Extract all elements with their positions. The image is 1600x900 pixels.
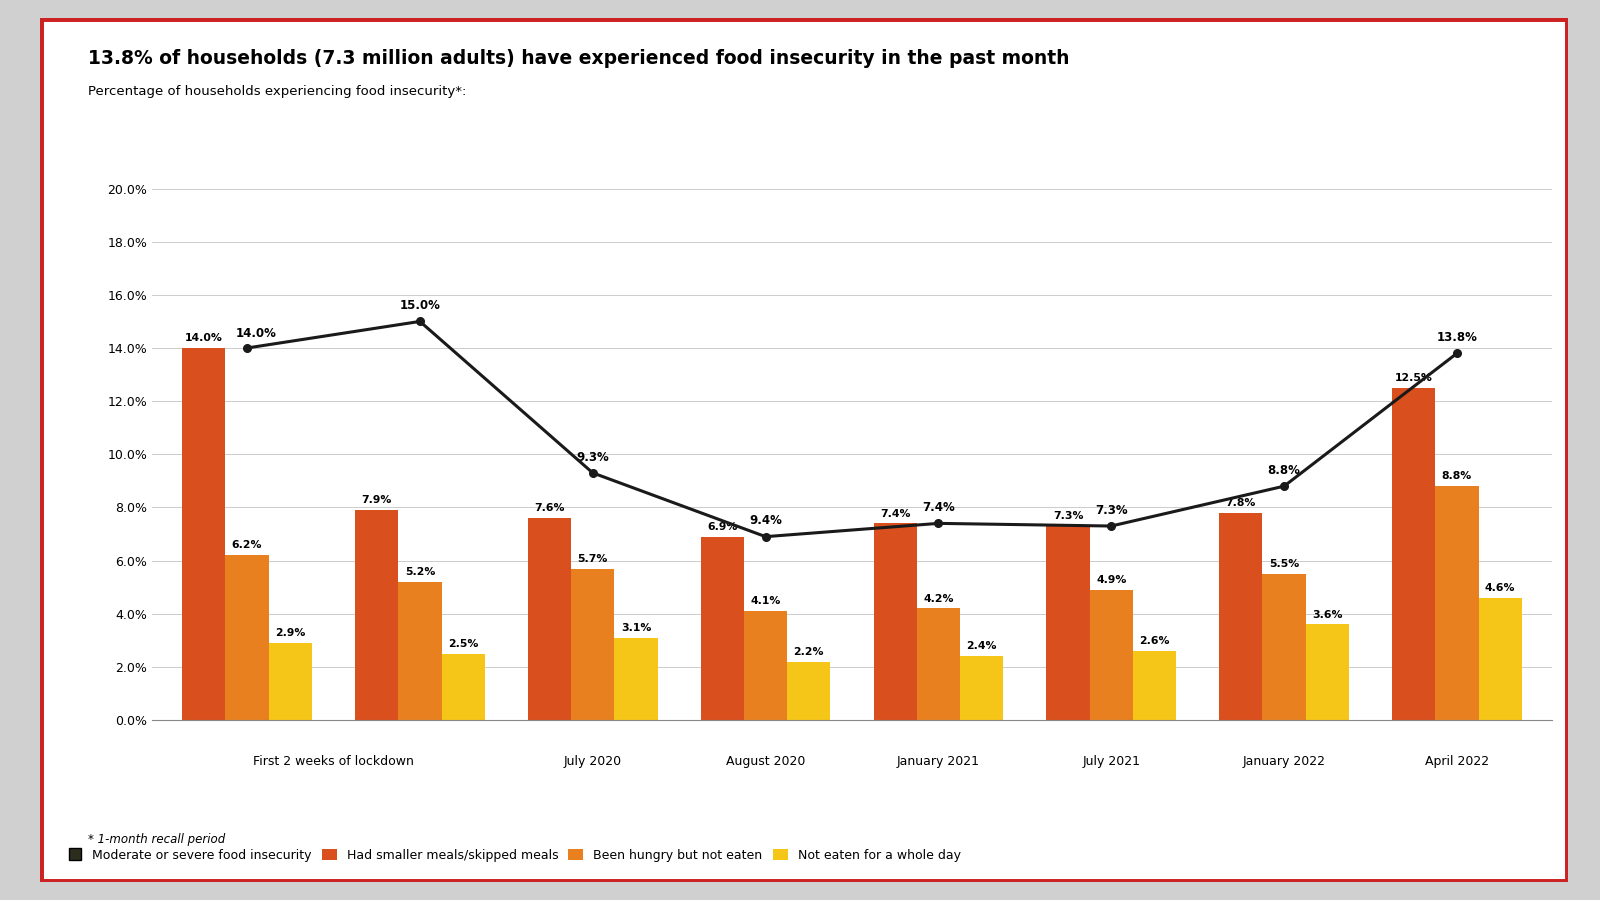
Bar [1090, 590, 1133, 720]
Text: 5.7%: 5.7% [578, 554, 608, 563]
Text: 8.8%: 8.8% [1267, 464, 1301, 477]
Text: 2.4%: 2.4% [966, 642, 997, 652]
Text: 15.0%: 15.0% [400, 299, 440, 312]
Text: First 2 weeks of lockdown: First 2 weeks of lockdown [253, 754, 414, 768]
Bar [960, 656, 1003, 720]
Text: 6.2%: 6.2% [232, 541, 262, 551]
Bar [1046, 526, 1090, 720]
Text: 7.3%: 7.3% [1053, 511, 1083, 521]
Bar [1219, 513, 1262, 720]
Text: 2.9%: 2.9% [275, 628, 306, 638]
Text: 9.4%: 9.4% [749, 515, 782, 527]
Text: 4.9%: 4.9% [1096, 575, 1126, 585]
Text: 13.8%: 13.8% [1437, 331, 1477, 344]
Bar [442, 653, 485, 720]
Bar [571, 569, 614, 720]
Bar [269, 643, 312, 720]
Text: 2.6%: 2.6% [1139, 636, 1170, 646]
Text: Percentage of households experiencing food insecurity*:: Percentage of households experiencing fo… [88, 86, 466, 98]
Bar [701, 536, 744, 720]
Bar [182, 348, 226, 720]
Text: 5.5%: 5.5% [1269, 559, 1299, 569]
Text: 14.0%: 14.0% [235, 327, 277, 340]
Text: April 2022: April 2022 [1426, 754, 1490, 768]
Text: 7.4%: 7.4% [880, 508, 910, 518]
Bar [874, 524, 917, 720]
Text: 14.0%: 14.0% [186, 333, 222, 343]
Bar [787, 662, 830, 720]
Text: 2.5%: 2.5% [448, 639, 478, 649]
Bar [355, 510, 398, 720]
Text: 5.2%: 5.2% [405, 567, 435, 577]
Text: 4.2%: 4.2% [923, 594, 954, 604]
Text: 7.6%: 7.6% [534, 503, 565, 513]
Text: 6.9%: 6.9% [707, 522, 738, 532]
Text: 7.8%: 7.8% [1226, 498, 1256, 508]
Text: July 2021: July 2021 [1082, 754, 1141, 768]
Bar [1262, 574, 1306, 720]
Text: 3.1%: 3.1% [621, 623, 651, 633]
Text: January 2021: January 2021 [898, 754, 979, 768]
Legend: Moderate or severe food insecurity, Had smaller meals/skipped meals, Been hungry: Moderate or severe food insecurity, Had … [67, 849, 960, 862]
Text: 13.8% of households (7.3 million adults) have experienced food insecurity in the: 13.8% of households (7.3 million adults)… [88, 50, 1069, 68]
Text: 3.6%: 3.6% [1312, 609, 1342, 619]
Bar [1392, 388, 1435, 720]
Text: 9.3%: 9.3% [576, 451, 610, 464]
Bar [226, 555, 269, 720]
Bar [528, 518, 571, 720]
Text: 12.5%: 12.5% [1395, 374, 1432, 383]
Bar [917, 608, 960, 720]
Text: 7.9%: 7.9% [362, 495, 392, 505]
Text: * 1-month recall period: * 1-month recall period [88, 832, 226, 845]
Text: 4.6%: 4.6% [1485, 583, 1515, 593]
Text: 7.4%: 7.4% [922, 501, 955, 514]
Text: 8.8%: 8.8% [1442, 472, 1472, 482]
Bar [1306, 625, 1349, 720]
Bar [614, 637, 658, 720]
FancyBboxPatch shape [40, 18, 1568, 882]
Bar [1478, 598, 1522, 720]
Bar [1435, 486, 1478, 720]
Bar [744, 611, 787, 720]
Text: August 2020: August 2020 [726, 754, 805, 768]
Text: 2.2%: 2.2% [794, 647, 824, 657]
Bar [1133, 651, 1176, 720]
Bar [398, 581, 442, 720]
Text: January 2022: January 2022 [1243, 754, 1325, 768]
Text: 4.1%: 4.1% [750, 597, 781, 607]
Text: July 2020: July 2020 [563, 754, 622, 768]
Text: 7.3%: 7.3% [1094, 504, 1128, 517]
